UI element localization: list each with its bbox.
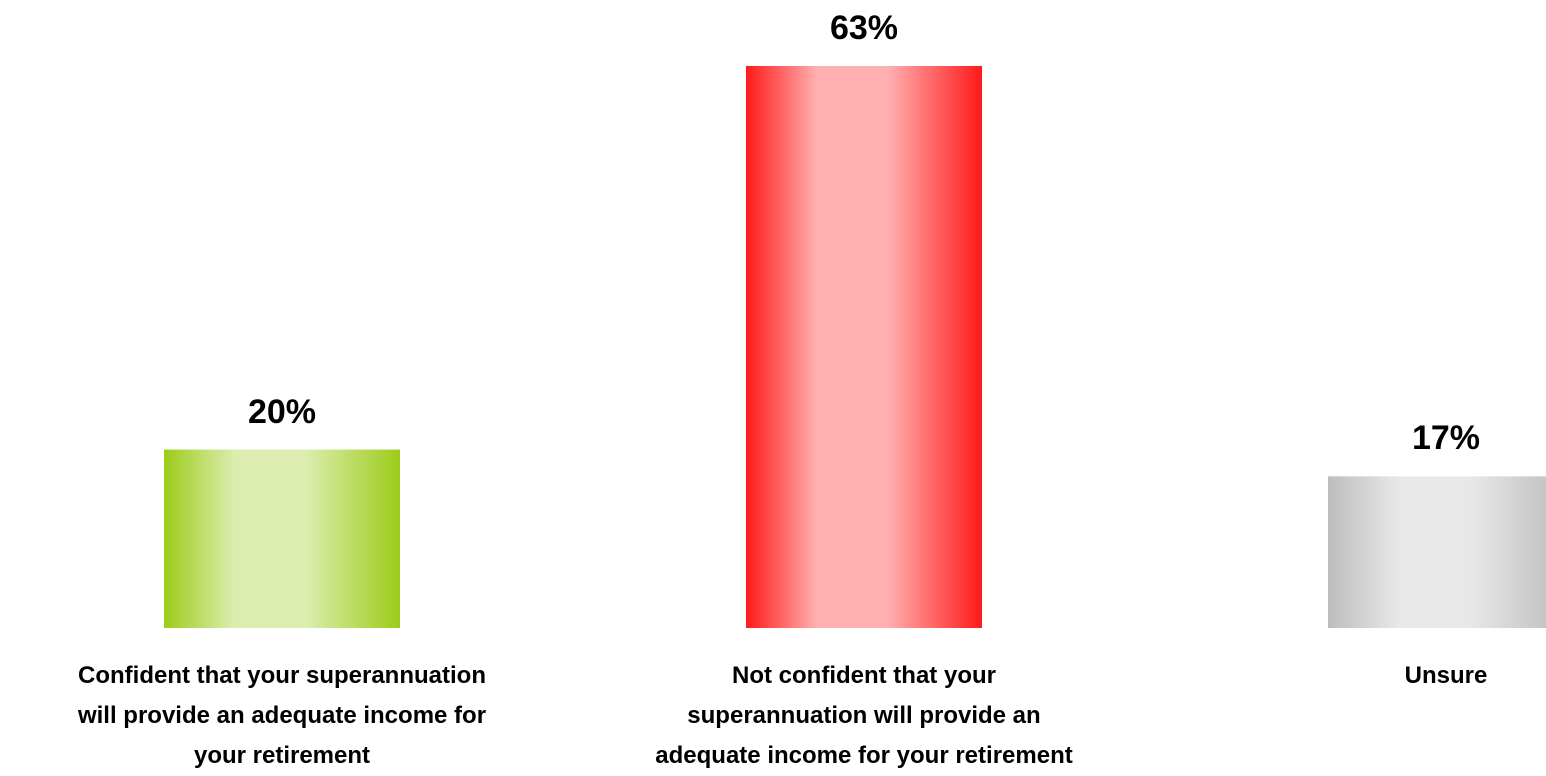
value-label: 63% <box>829 9 899 47</box>
x-tick-label: Unsure <box>1404 662 1488 689</box>
bar <box>164 449 400 628</box>
bar <box>1328 476 1546 628</box>
value-label: 17% <box>1411 419 1481 458</box>
bar <box>746 66 982 628</box>
x-tick-label: Not confident that your superannuation w… <box>655 662 1073 769</box>
x-tick-label: Confident that your superannuation will … <box>77 662 487 769</box>
value-label: 20% <box>247 392 317 431</box>
